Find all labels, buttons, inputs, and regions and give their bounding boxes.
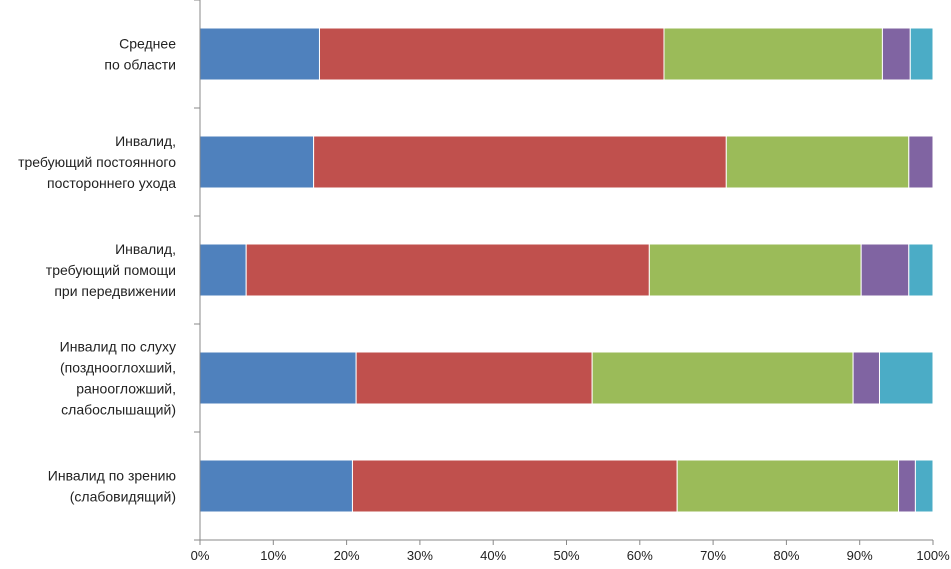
category-label-line: раноогложший, xyxy=(76,381,176,397)
bar-segment-2-series-3 xyxy=(725,135,910,189)
label-layer: 0% 10% 20% 30% 40% 50% 60% 70% 80% 90% 100% Среднее… xyxy=(18,36,950,564)
x-tick-label: 70% xyxy=(700,548,726,563)
x-tick-label: 100% xyxy=(916,548,950,563)
category-label-line: требующий постоянного xyxy=(18,154,176,170)
category-label-line: слабослышащий) xyxy=(61,402,176,418)
bar-segment-1-series-5 xyxy=(909,27,934,81)
category-label-line: по области xyxy=(104,57,176,73)
bar-segment-5-series-2 xyxy=(351,459,678,513)
category-label-3: Инвалид, требующий помощи при передвижении xyxy=(46,241,176,299)
bar-segment-2-series-4 xyxy=(908,135,934,189)
category-label-line: постороннего ухода xyxy=(47,175,176,191)
category-label-1: Среднее по области xyxy=(104,36,176,73)
bar-segment-3-series-3 xyxy=(648,243,862,297)
category-label-line: Инвалид, xyxy=(115,241,176,257)
bar-segment-3-series-5 xyxy=(908,243,934,297)
bar-segment-1-series-3 xyxy=(663,27,883,81)
bar-segment-2-series-1 xyxy=(199,135,315,189)
x-tick-label: 50% xyxy=(553,548,579,563)
category-label-line: Инвалид по зрению xyxy=(48,468,176,484)
bar-segment-5-series-4 xyxy=(898,459,916,513)
bar-segment-4-series-5 xyxy=(878,351,934,405)
category-label-line: Среднее xyxy=(119,36,176,52)
bar-segment-3-series-2 xyxy=(245,243,650,297)
x-tick-label: 80% xyxy=(773,548,799,563)
category-label-line: Инвалид, xyxy=(115,133,176,149)
bar-segment-4-series-4 xyxy=(852,351,880,405)
category-label-line: (позднооглохший, xyxy=(60,360,176,376)
bar-segment-1-series-2 xyxy=(318,27,665,81)
category-label-2: Инвалид, требующий постоянного постороннег… xyxy=(18,133,176,191)
bar-segment-4-series-3 xyxy=(591,351,854,405)
bar-segment-3-series-4 xyxy=(860,243,910,297)
bar-segment-5-series-3 xyxy=(676,459,900,513)
bar-segment-4-series-1 xyxy=(199,351,357,405)
x-tick-label: 90% xyxy=(847,548,873,563)
x-tick-label: 0% xyxy=(191,548,210,563)
bar-segment-1-series-1 xyxy=(199,27,320,81)
bar-segment-3-series-1 xyxy=(199,243,247,297)
category-label-line: при передвижении xyxy=(54,283,176,299)
bar-segment-1-series-4 xyxy=(881,27,911,81)
x-tick-label: 30% xyxy=(407,548,433,563)
category-label-4: Инвалид по слуху (позднооглохший, раноогло… xyxy=(60,339,176,418)
bar-segment-5-series-1 xyxy=(199,459,353,513)
axes-layer xyxy=(194,0,934,545)
x-tick-label: 10% xyxy=(260,548,286,563)
x-tick-label: 60% xyxy=(627,548,653,563)
bar-layer xyxy=(199,27,934,513)
x-tick-label: 40% xyxy=(480,548,506,563)
x-tick-label: 20% xyxy=(334,548,360,563)
category-label-line: требующий помощи xyxy=(46,262,176,278)
category-label-5: Инвалид по зрению (слабовидящий) xyxy=(48,468,176,505)
category-label-line: Инвалид по слуху xyxy=(60,339,176,355)
bar-segment-5-series-5 xyxy=(914,459,934,513)
category-label-line: (слабовидящий) xyxy=(70,489,176,505)
bar-segment-2-series-2 xyxy=(313,135,727,189)
bar-segment-4-series-2 xyxy=(355,351,593,405)
